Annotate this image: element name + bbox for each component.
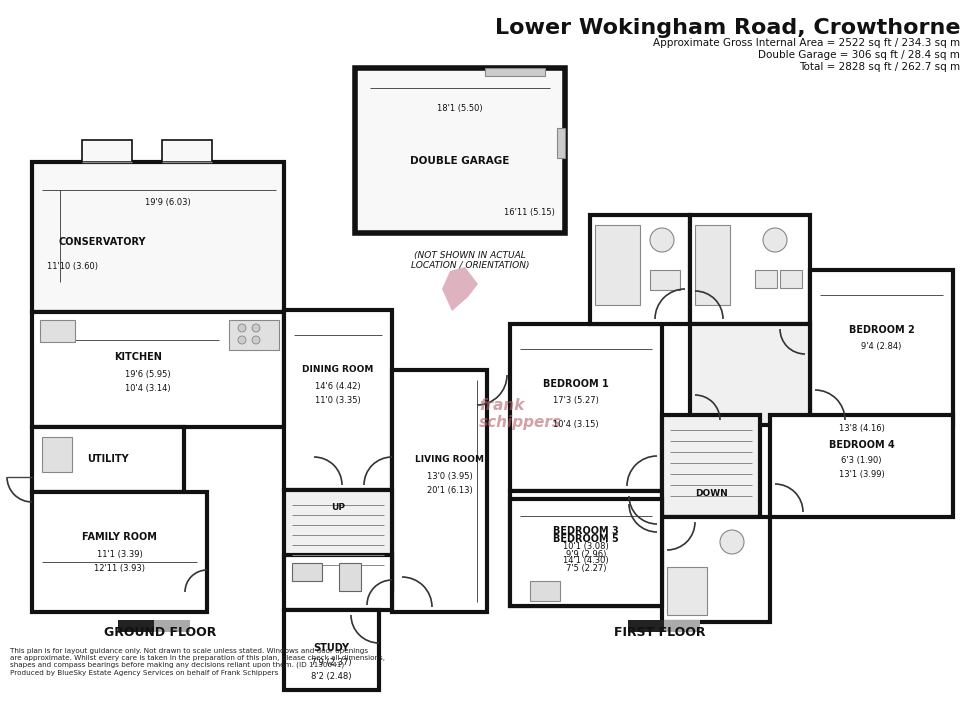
Text: frank: frank <box>479 398 524 413</box>
Text: 17'3 (5.27): 17'3 (5.27) <box>553 396 599 405</box>
Bar <box>510 324 662 491</box>
Text: 6'3 (1.90): 6'3 (1.90) <box>841 455 882 465</box>
Bar <box>690 324 810 425</box>
Bar <box>284 490 392 590</box>
Text: 10'1 (3.08): 10'1 (3.08) <box>564 541 609 551</box>
Bar <box>154 620 190 632</box>
Bar <box>355 68 565 233</box>
Bar <box>695 225 730 305</box>
Bar <box>510 491 662 606</box>
Text: This plan is for layout guidance only. Not drawn to scale unless stated. Windows: This plan is for layout guidance only. N… <box>10 648 385 676</box>
Text: UTILITY: UTILITY <box>87 454 128 464</box>
Bar <box>82 140 132 162</box>
Bar <box>229 320 279 350</box>
Bar <box>284 610 379 690</box>
Bar <box>32 162 284 312</box>
Text: 10'4 (3.14): 10'4 (3.14) <box>125 384 171 393</box>
Bar <box>510 499 662 606</box>
Text: 14'6 (4.42): 14'6 (4.42) <box>316 382 361 391</box>
Text: 19'9 (6.03): 19'9 (6.03) <box>145 198 191 206</box>
Text: DINING ROOM: DINING ROOM <box>302 365 373 375</box>
Text: 16'11 (5.15): 16'11 (5.15) <box>504 208 555 218</box>
Bar <box>755 270 777 288</box>
Text: Double Garage = 306 sq ft / 28.4 sq m: Double Garage = 306 sq ft / 28.4 sq m <box>759 50 960 60</box>
Text: LIVING ROOM: LIVING ROOM <box>415 455 484 465</box>
Text: STUDY: STUDY <box>314 643 350 653</box>
Circle shape <box>252 336 260 344</box>
Text: 11'10 (3.60): 11'10 (3.60) <box>46 263 97 272</box>
Text: BEDROOM 1: BEDROOM 1 <box>543 379 609 389</box>
Text: BEDROOM 3: BEDROOM 3 <box>553 526 619 536</box>
Polygon shape <box>442 267 478 311</box>
Bar <box>667 567 707 615</box>
Bar <box>690 215 810 324</box>
Bar <box>32 312 284 427</box>
Text: 11'1 (3.39): 11'1 (3.39) <box>97 550 142 558</box>
Bar <box>485 68 545 76</box>
Text: BEDROOM 5: BEDROOM 5 <box>553 534 619 544</box>
Text: 13'0 (3.95): 13'0 (3.95) <box>426 472 472 481</box>
Text: 10'4 (3.15): 10'4 (3.15) <box>553 420 599 429</box>
Text: Lower Wokingham Road, Crowthorne: Lower Wokingham Road, Crowthorne <box>495 18 960 38</box>
Text: 12'11 (3.93): 12'11 (3.93) <box>94 563 145 572</box>
Text: 13'8 (4.16): 13'8 (4.16) <box>839 425 884 434</box>
Bar <box>664 620 700 632</box>
Text: 8'2 (2.48): 8'2 (2.48) <box>312 672 352 681</box>
Text: Total = 2828 sq ft / 262.7 sq m: Total = 2828 sq ft / 262.7 sq m <box>799 62 960 72</box>
Circle shape <box>252 324 260 332</box>
Text: 7'5 (2.27): 7'5 (2.27) <box>565 563 607 572</box>
Bar <box>595 225 640 305</box>
Bar <box>162 140 212 162</box>
Text: (NOT SHOWN IN ACTUAL
LOCATION / ORIENTATION): (NOT SHOWN IN ACTUAL LOCATION / ORIENTAT… <box>411 251 529 270</box>
Text: Approximate Gross Internal Area = 2522 sq ft / 234.3 sq m: Approximate Gross Internal Area = 2522 s… <box>653 38 960 48</box>
Text: UP: UP <box>331 503 345 513</box>
Bar <box>557 128 565 158</box>
Text: 11'0 (3.35): 11'0 (3.35) <box>316 396 361 405</box>
Circle shape <box>720 530 744 554</box>
Bar <box>284 555 392 610</box>
Circle shape <box>650 228 674 252</box>
Bar <box>42 437 72 472</box>
Bar <box>284 310 392 490</box>
Bar <box>628 620 664 632</box>
Circle shape <box>238 324 246 332</box>
Text: 9'4 (2.84): 9'4 (2.84) <box>861 341 902 351</box>
Text: KITCHEN: KITCHEN <box>114 352 162 362</box>
Text: DOUBLE GARAGE: DOUBLE GARAGE <box>411 156 510 165</box>
Text: CONSERVATORY: CONSERVATORY <box>58 237 146 247</box>
Text: GROUND FLOOR: GROUND FLOOR <box>104 627 217 639</box>
Text: 7'9 (2.37): 7'9 (2.37) <box>312 658 352 667</box>
Bar <box>530 581 560 601</box>
Text: BEDROOM 4: BEDROOM 4 <box>829 440 895 450</box>
Bar <box>292 563 322 581</box>
Text: 19'6 (5.95): 19'6 (5.95) <box>125 370 171 379</box>
Bar <box>780 270 802 288</box>
Text: schippers: schippers <box>479 415 562 429</box>
Text: 20'1 (6.13): 20'1 (6.13) <box>426 486 472 494</box>
Text: BEDROOM 2: BEDROOM 2 <box>849 325 914 335</box>
Text: 13'1 (3.99): 13'1 (3.99) <box>839 470 884 479</box>
Bar <box>662 415 760 517</box>
Bar <box>392 370 487 612</box>
Bar <box>32 427 184 492</box>
Bar <box>590 215 690 324</box>
Text: 9'9 (2.96): 9'9 (2.96) <box>565 550 607 558</box>
Text: 14'1 (4.30): 14'1 (4.30) <box>564 556 609 565</box>
Circle shape <box>763 228 787 252</box>
Bar <box>770 415 953 517</box>
Bar <box>32 492 207 612</box>
Text: 18'1 (5.50): 18'1 (5.50) <box>437 103 483 113</box>
Bar <box>40 320 75 342</box>
Text: FAMILY ROOM: FAMILY ROOM <box>82 532 157 542</box>
Bar <box>662 517 770 622</box>
Text: FIRST FLOOR: FIRST FLOOR <box>614 627 706 639</box>
Bar <box>810 270 953 425</box>
Text: DOWN: DOWN <box>695 489 727 498</box>
Circle shape <box>238 336 246 344</box>
Bar <box>118 620 154 632</box>
Bar <box>650 270 680 290</box>
Bar <box>339 563 361 591</box>
